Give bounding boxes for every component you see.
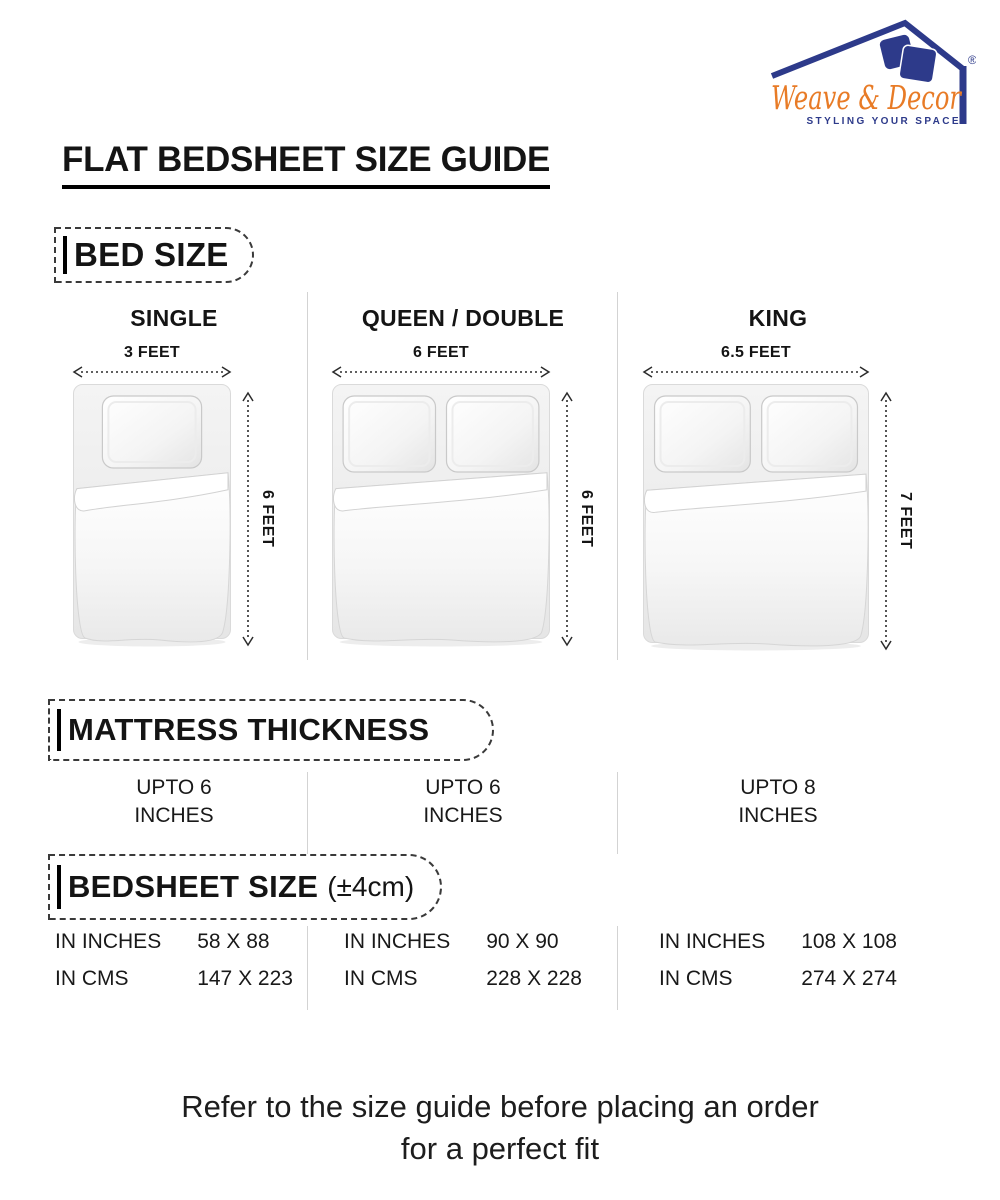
mattress-value-king: UPTO 8 INCHES	[618, 774, 1000, 830]
page-title: FLAT BEDSHEET SIZE GUIDE	[62, 140, 550, 189]
horizontal-dimension-arrow	[331, 365, 551, 379]
mattress-line2: INCHES	[738, 804, 818, 827]
width-dimension-label: 6 FEET	[412, 344, 470, 361]
length-dimension-label: 6 FEET	[259, 490, 276, 548]
single-bed-illustration	[72, 383, 232, 647]
size-row-label: IN INCHES	[659, 930, 766, 953]
bed-size-label: BED SIZE	[74, 236, 229, 273]
bed-name-queen: QUEEN / DOUBLE	[361, 305, 565, 331]
mattress-line1: UPTO 6	[136, 776, 212, 799]
footer-line2: for a perfect fit	[400, 1131, 600, 1166]
queen-bed-illustration	[331, 383, 551, 647]
size-row-value: 228 X 228	[486, 967, 582, 990]
bedsheet-tolerance: (±4cm)	[327, 871, 415, 902]
section-mattress-thickness: MATTRESS THICKNESS	[48, 699, 494, 761]
width-dimension-label: 6.5 FEET	[721, 344, 791, 361]
bed-wrap: 6.5 FEET 7 FEET	[642, 344, 914, 651]
mattress-line2: INCHES	[134, 804, 214, 827]
size-row-value: 58 X 88	[197, 930, 270, 953]
king-bed-illustration	[642, 383, 870, 651]
bed-wrap: 3 FEET 6 FEET	[72, 344, 276, 647]
size-row-label: IN CMS	[55, 967, 129, 990]
bedsheet-sizes-row: IN INCHES 58 X 88 IN CMS 147 X 223 IN IN…	[40, 930, 1000, 991]
size-row-label: IN CMS	[659, 967, 733, 990]
size-table-single: IN INCHES 58 X 88 IN CMS 147 X 223	[40, 930, 308, 991]
registered-mark: ®	[968, 53, 976, 67]
horizontal-dimension-arrow	[72, 365, 232, 379]
length-dimension-label: 7 FEET	[897, 492, 914, 550]
beds-row: SINGLE 3 FEET 6 FEET	[40, 305, 1000, 651]
vertical-dimension-arrow	[560, 391, 574, 647]
size-row-label: IN CMS	[344, 967, 418, 990]
mattress-value-queen: UPTO 6 INCHES	[308, 774, 618, 830]
width-dimension-label: 3 FEET	[123, 344, 181, 361]
brand-tagline: STYLING YOUR SPACE	[806, 116, 961, 127]
size-row-value: 108 X 108	[801, 930, 897, 953]
bedsheet-size-label: BEDSHEET SIZE	[68, 869, 319, 904]
size-row-value: 274 X 274	[801, 967, 897, 990]
size-row-label: IN INCHES	[344, 930, 451, 953]
bed-column-king: KING 6.5 FEET 7 FEET	[618, 305, 1000, 651]
mattress-line1: UPTO 8	[740, 776, 816, 799]
footer-note: Refer to the size guide before placing a…	[0, 1086, 1000, 1170]
column-divider	[617, 772, 618, 854]
bed-name-single: SINGLE	[130, 305, 218, 331]
mattress-thickness-label: MATTRESS THICKNESS	[68, 712, 430, 747]
bed-column-queen: QUEEN / DOUBLE 6 FEET 6 FEET	[308, 305, 618, 651]
size-row-value: 90 X 90	[486, 930, 559, 953]
bed-column-single: SINGLE 3 FEET 6 FEET	[40, 305, 308, 651]
pillows-icon	[879, 34, 938, 84]
column-divider	[617, 926, 618, 1010]
column-divider	[617, 292, 618, 660]
brand-logo: ® Weave & Decor STYLING YOUR SPACE	[758, 12, 977, 128]
column-divider	[307, 926, 308, 1010]
mattress-value-single: UPTO 6 INCHES	[40, 774, 308, 830]
house-roof-icon	[770, 19, 967, 124]
section-bedsheet-size: BEDSHEET SIZE (±4cm)	[48, 854, 442, 920]
footer-line1: Refer to the size guide before placing a…	[181, 1089, 819, 1124]
mattress-row: UPTO 6 INCHES UPTO 6 INCHES UPTO 8 INCHE…	[40, 774, 1000, 830]
mattress-line1: UPTO 6	[425, 776, 501, 799]
vertical-dimension-arrow	[241, 391, 255, 647]
bed-wrap: 6 FEET 6 FEET	[331, 344, 595, 647]
size-row-value: 147 X 223	[197, 967, 293, 990]
horizontal-dimension-arrow	[642, 365, 870, 379]
size-table-king: IN INCHES 108 X 108 IN CMS 274 X 274	[618, 930, 1000, 991]
size-row-label: IN INCHES	[55, 930, 162, 953]
section-bed-size: BED SIZE	[54, 227, 254, 283]
mattress-line2: INCHES	[423, 804, 503, 827]
column-divider	[307, 772, 308, 854]
size-table-queen: IN INCHES 90 X 90 IN CMS 228 X 228	[308, 930, 618, 991]
bed-name-king: KING	[748, 305, 808, 331]
vertical-dimension-arrow	[879, 391, 893, 651]
column-divider	[307, 292, 308, 660]
brand-name: Weave & Decor	[771, 78, 963, 117]
length-dimension-label: 6 FEET	[578, 490, 595, 548]
